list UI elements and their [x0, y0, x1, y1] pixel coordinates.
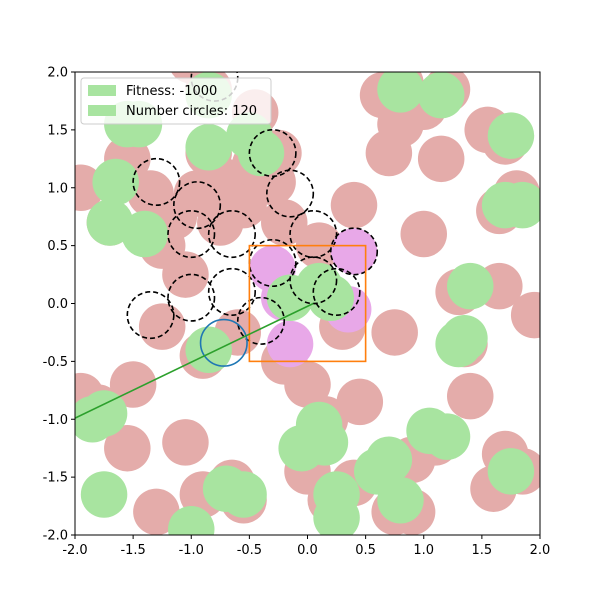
red-circle-point	[371, 309, 418, 356]
red-circle-point	[447, 372, 494, 420]
x-tick-label: -1.5	[120, 543, 145, 558]
legend-box	[80, 77, 272, 125]
red-circle-point	[336, 378, 384, 426]
y-tick-label: -2.0	[43, 529, 68, 544]
x-tick-label: -2.0	[62, 543, 87, 558]
x-tick-label: -1.0	[179, 543, 204, 558]
x-tick-label: 1.5	[472, 543, 493, 558]
green-circle-point	[487, 112, 535, 159]
green-circle-point	[80, 390, 128, 437]
dashed-circle-outline	[126, 291, 175, 340]
red-circle-point	[400, 210, 447, 258]
y-tick-label: 1.0	[47, 181, 68, 196]
red-circle-point	[104, 424, 151, 472]
green-circle-point	[481, 181, 529, 229]
green-circle-point	[237, 129, 285, 177]
target-box	[248, 244, 367, 363]
green-circle-point	[365, 436, 413, 484]
y-tick-label: 0.5	[47, 239, 68, 254]
green-circle-point	[307, 274, 354, 321]
axis-ticks: -2.0 -1.5 -1.0 -0.5 0.0 0.5 1.0 1.5 2.0 2.0 1.5 1.0…	[43, 66, 551, 559]
y-tick-label: 1.5	[47, 123, 68, 138]
green-circle-point	[487, 448, 535, 495]
green-circle-point	[377, 477, 424, 524]
legend-swatch	[88, 85, 116, 96]
green-circle-point	[86, 199, 134, 246]
violet-circle-point	[266, 320, 314, 368]
dashed-circle-outline	[329, 227, 379, 276]
green-circle-point	[301, 419, 349, 466]
green-circle-point	[313, 494, 360, 535]
plot-content	[75, 72, 540, 535]
green-circle-point	[185, 123, 232, 171]
legend: Fitness: -1000 Number circles: 120	[80, 77, 272, 125]
dashed-circle-outline	[207, 267, 256, 316]
x-tick-label: -0.5	[237, 543, 262, 558]
green-circle-point	[423, 413, 471, 460]
red-circle-point	[162, 419, 209, 466]
x-tick-label: 2.0	[530, 543, 551, 558]
dashed-circle-outline	[207, 210, 256, 259]
dashed-circle-outline	[132, 157, 181, 207]
green-circle-point	[441, 314, 488, 362]
y-tick-label: -1.5	[43, 471, 68, 486]
x-tick-label: 0.5	[355, 543, 376, 558]
green-circle-point	[220, 471, 267, 518]
green-circle-point	[121, 210, 168, 258]
green-circle-point	[447, 262, 494, 310]
y-tick-label: 2.0	[47, 66, 68, 81]
red-circle-point	[510, 291, 540, 339]
green-circle-point	[417, 72, 465, 119]
x-tick-label: 1.0	[413, 543, 434, 558]
red-circle-point	[284, 361, 331, 408]
red-circle-point	[138, 303, 186, 350]
dashed-circle-outline	[248, 128, 297, 178]
x-tick-label: 0.0	[297, 543, 318, 558]
red-circle-point	[162, 251, 209, 298]
agent-circle	[199, 318, 248, 367]
heading-line	[75, 302, 314, 419]
red-circle-point	[417, 135, 465, 183]
green-circle-point	[92, 158, 139, 206]
red-circle-point	[133, 488, 180, 535]
legend-label: Fitness: -1000	[126, 84, 217, 99]
green-circle-point	[80, 471, 128, 518]
red-circle-point	[330, 181, 378, 229]
legend-swatch	[88, 105, 116, 116]
legend-label: Number circles: 120	[126, 104, 257, 119]
dashed-circle-outline	[236, 296, 286, 345]
green-circle-point	[168, 505, 215, 535]
y-tick-label: 0.0	[47, 297, 68, 312]
green-circle-point	[377, 72, 424, 113]
dashed-circle-outline	[173, 181, 222, 230]
y-tick-label: -0.5	[43, 355, 68, 370]
dashed-circle-outline	[266, 169, 315, 218]
dashed-circle-outline	[312, 267, 361, 316]
y-tick-label: -1.0	[43, 413, 68, 428]
red-circle-point	[261, 199, 308, 246]
green-circle-point	[185, 326, 232, 374]
dashed-circle-outline	[167, 210, 216, 259]
dashed-circle-outline	[167, 273, 216, 322]
